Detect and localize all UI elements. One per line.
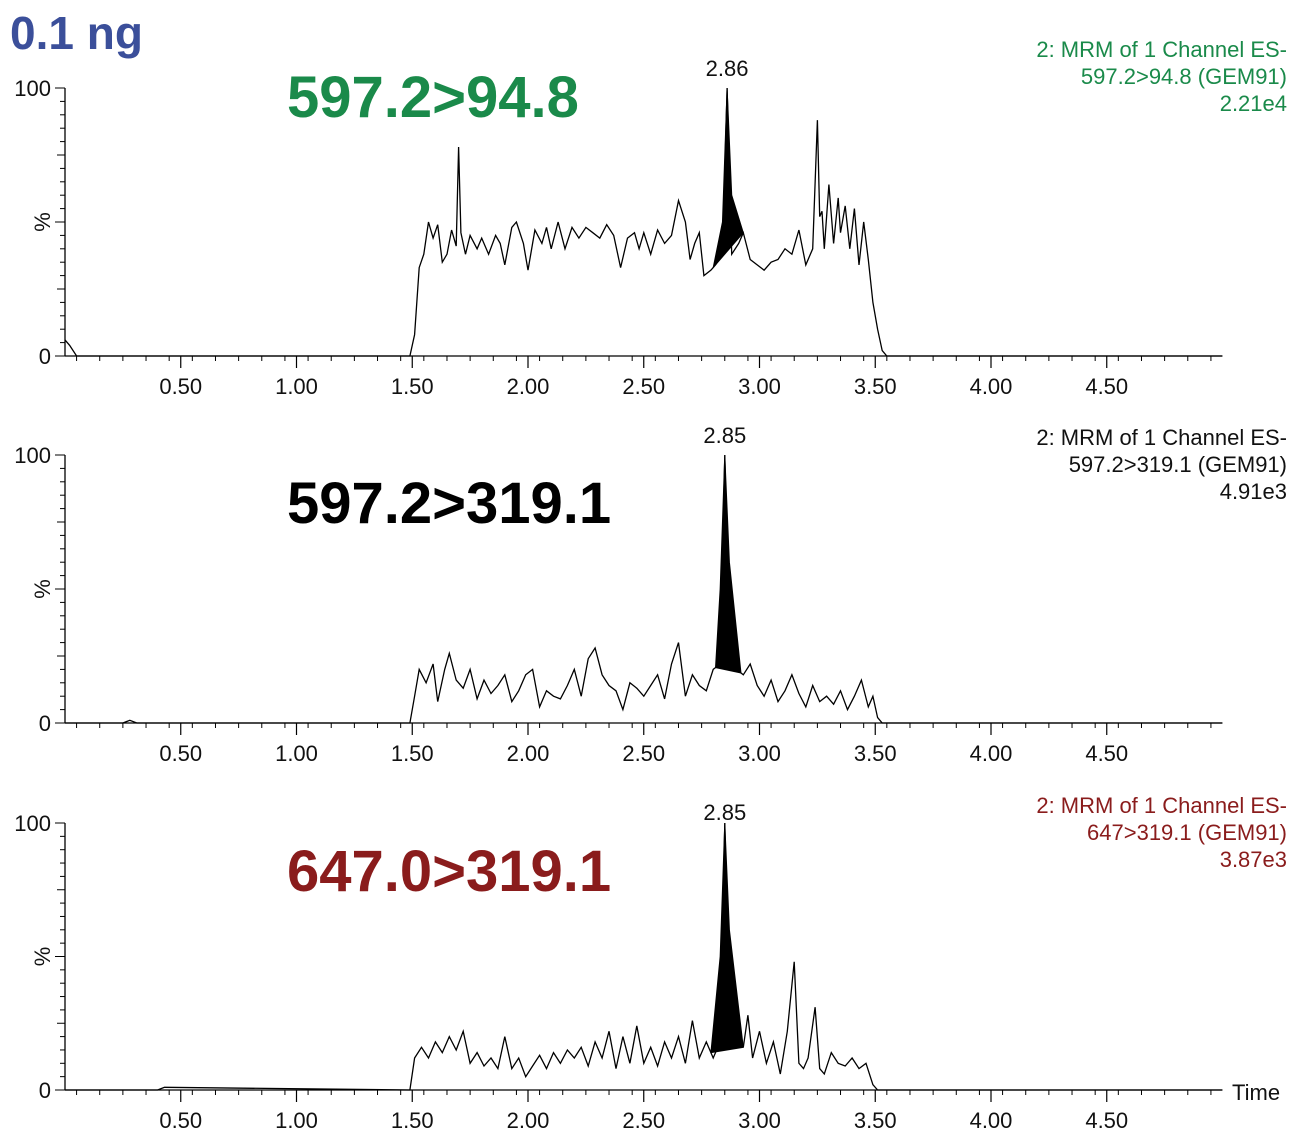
y-tick-label: 0: [39, 1078, 51, 1103]
trace-info-line: 647>319.1 (GEM91): [1087, 820, 1287, 845]
trace-info-line: 2: MRM of 1 Channel ES-: [1036, 425, 1287, 450]
trace-info-line: 597.2>319.1 (GEM91): [1069, 452, 1287, 477]
integrated-peak: [714, 454, 742, 674]
x-tick-label: 4.50: [1085, 1108, 1128, 1132]
trace-info-line: 2.21e4: [1220, 91, 1287, 116]
integrated-peak: [710, 822, 744, 1054]
x-tick-label: 1.50: [391, 374, 434, 399]
x-tick-label: 4.50: [1085, 741, 1128, 766]
x-tick-label: 3.50: [854, 374, 897, 399]
x-tick-label: 4.00: [970, 374, 1013, 399]
chromatogram-trace: [65, 822, 1223, 1091]
x-tick-label: 4.00: [970, 741, 1013, 766]
trace-info-line: 597.2>94.8 (GEM91): [1081, 64, 1287, 89]
x-tick-label: 4.00: [970, 1108, 1013, 1132]
x-tick-label: 0.50: [159, 741, 202, 766]
y-tick-label: 100: [14, 811, 51, 836]
x-tick-label: 1.00: [275, 741, 318, 766]
x-tick-label: 0.50: [159, 1108, 202, 1132]
y-tick-label: 100: [14, 443, 51, 468]
transition-label: 647.0>319.1: [287, 839, 611, 904]
x-tick-label: 2.00: [507, 741, 550, 766]
peak-retention-label: 2.85: [703, 800, 746, 825]
x-tick-label: 3.00: [738, 1108, 781, 1132]
trace-info-line: 2: MRM of 1 Channel ES-: [1036, 793, 1287, 818]
y-tick-label: 0: [39, 711, 51, 736]
x-tick-label: 1.00: [275, 1108, 318, 1132]
x-tick-label: 1.50: [391, 741, 434, 766]
x-tick-label: 2.00: [507, 374, 550, 399]
x-tick-label: 3.00: [738, 741, 781, 766]
x-tick-label: 3.50: [854, 741, 897, 766]
trace-info-line: 4.91e3: [1220, 479, 1287, 504]
trace-info-line: 3.87e3: [1220, 847, 1287, 872]
x-tick-label: 4.50: [1085, 374, 1128, 399]
x-tick-label: 2.00: [507, 1108, 550, 1132]
y-axis-label: %: [30, 212, 55, 232]
y-tick-label: 0: [39, 344, 51, 369]
y-axis-label: %: [30, 947, 55, 967]
transition-label: 597.2>94.8: [287, 65, 579, 130]
chromatogram-trace: [65, 454, 1223, 724]
y-axis-label: %: [30, 579, 55, 599]
x-tick-label: 2.50: [622, 1108, 665, 1132]
transition-label: 597.2>319.1: [287, 471, 611, 536]
peak-retention-label: 2.85: [703, 423, 746, 448]
x-axis-title: Time: [1232, 1080, 1280, 1105]
x-tick-label: 2.50: [622, 741, 665, 766]
trace-info-line: 2: MRM of 1 Channel ES-: [1036, 37, 1287, 62]
chromatogram-trace: [64, 87, 1223, 357]
x-tick-label: 1.50: [391, 1108, 434, 1132]
page-title: 0.1 ng: [10, 7, 143, 59]
x-tick-label: 1.00: [275, 374, 318, 399]
x-tick-label: 0.50: [159, 374, 202, 399]
x-tick-label: 2.50: [622, 374, 665, 399]
x-tick-label: 3.50: [854, 1108, 897, 1132]
integrated-peak: [712, 87, 744, 270]
peak-retention-label: 2.86: [706, 56, 749, 81]
x-tick-label: 3.00: [738, 374, 781, 399]
y-tick-label: 100: [14, 76, 51, 101]
